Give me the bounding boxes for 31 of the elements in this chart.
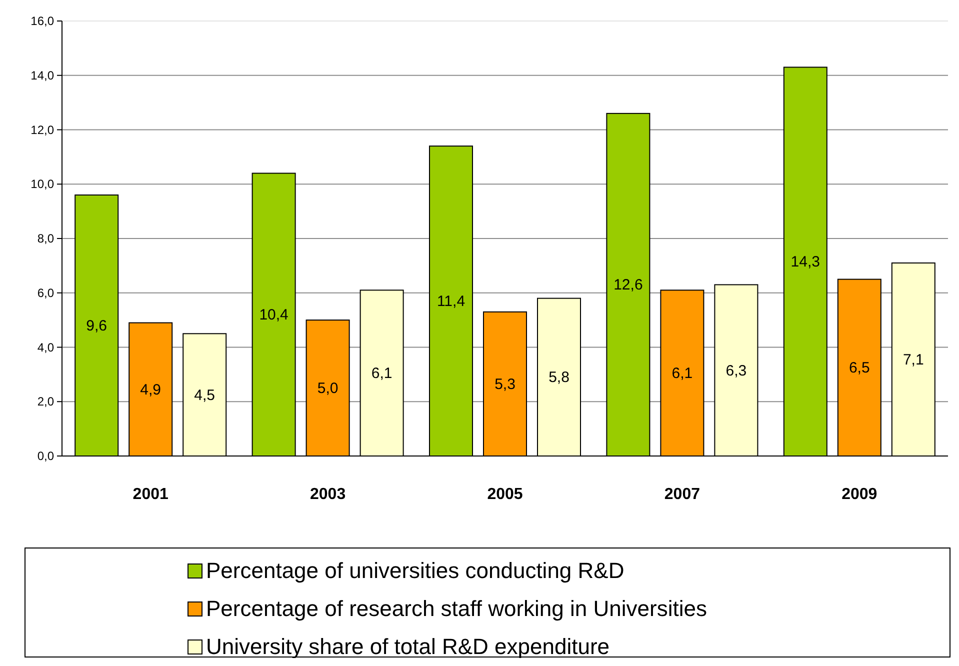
data-label: 4,9: [140, 381, 162, 398]
y-tick-label: 14,0: [30, 68, 54, 82]
data-label: 6,1: [672, 365, 693, 382]
data-label: 10,4: [259, 306, 288, 324]
y-tick-label: 12,0: [30, 122, 54, 137]
x-tick-label: 2001: [132, 486, 168, 503]
y-tick-label: 4,0: [37, 340, 54, 354]
y-tick-label: 0,0: [37, 449, 54, 463]
data-label: 12,6: [614, 276, 643, 294]
data-label: 5,0: [317, 380, 338, 398]
data-label: 11,4: [436, 293, 466, 310]
y-tick-label: 16,0: [30, 14, 54, 28]
y-tick-label: 8,0: [37, 232, 54, 246]
x-tick-label: 2003: [310, 486, 346, 503]
x-tick-label: 2009: [842, 486, 878, 503]
data-label: 6,1: [371, 365, 392, 382]
data-label: 5,8: [548, 369, 570, 386]
data-label: 5,3: [494, 376, 516, 393]
data-label: 14,3: [790, 254, 820, 271]
y-tick-label: 6,0: [37, 286, 54, 300]
y-tick-label: 2,0: [37, 394, 54, 409]
data-label: 4,5: [194, 386, 216, 404]
data-label: 9,6: [86, 318, 108, 334]
x-tick-label: 2005: [487, 486, 523, 503]
legend-label: Percentage of research staff working in Universities: [206, 596, 707, 621]
data-label: 6,3: [726, 362, 747, 380]
data-label: 7,1: [902, 351, 924, 368]
x-tick-label: 2007: [664, 486, 700, 503]
y-tick-label: 10,0: [30, 177, 54, 192]
legend-label: Percentage of universities conducting R&D: [206, 558, 624, 583]
data-label: 6,5: [848, 360, 870, 377]
